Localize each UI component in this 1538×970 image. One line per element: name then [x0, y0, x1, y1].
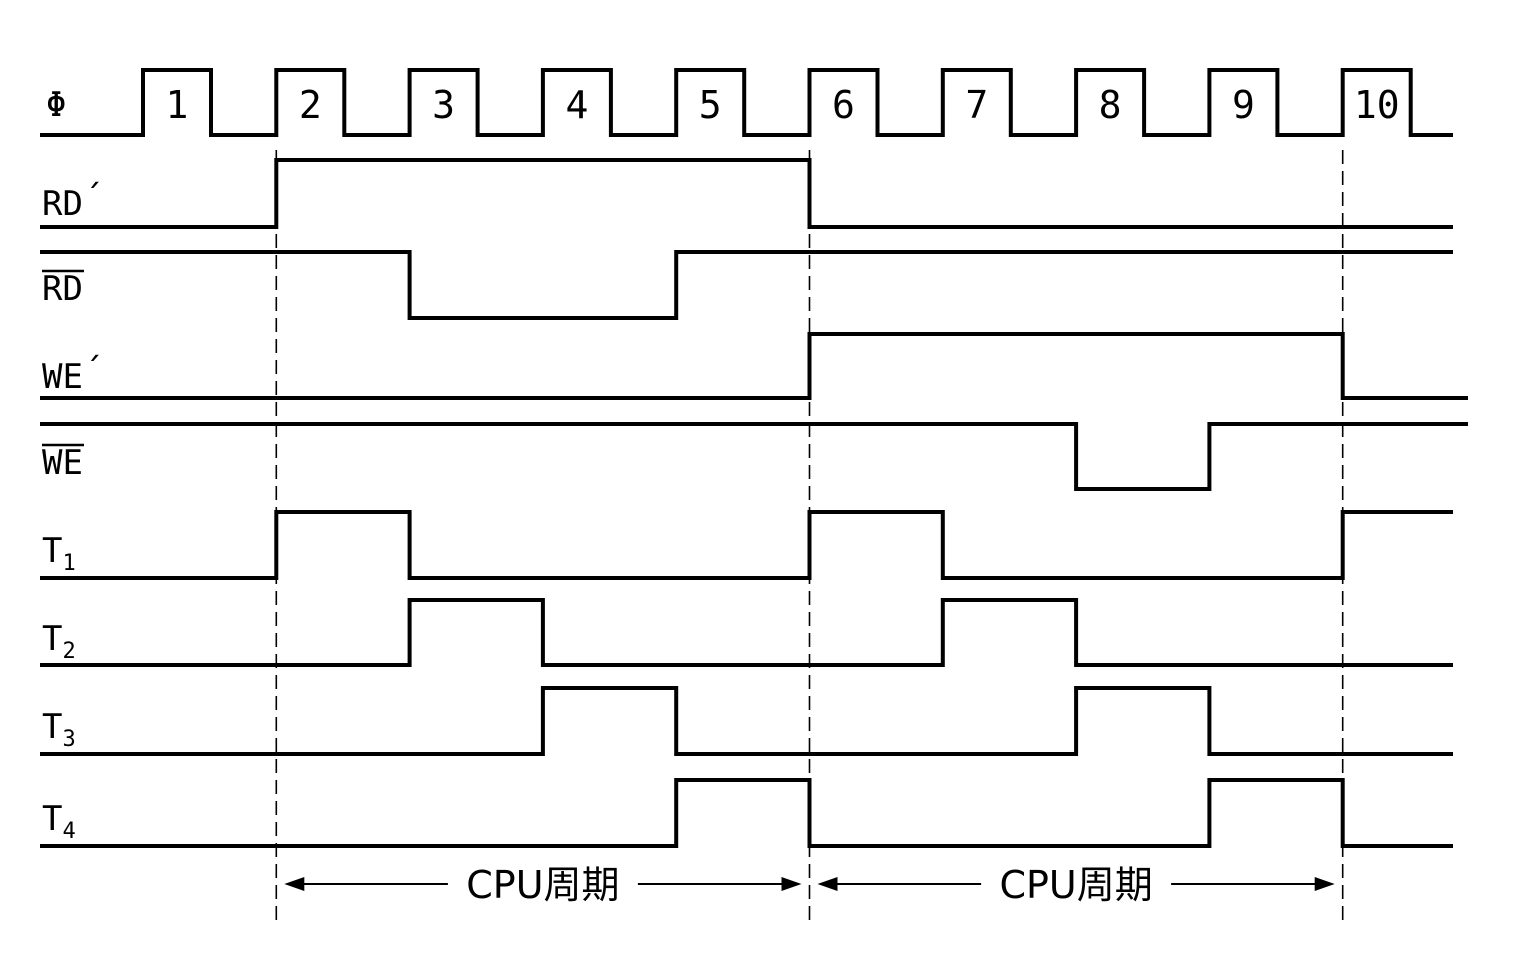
- signal-label-t2: T2: [42, 619, 76, 664]
- signal-label-text: T: [42, 707, 62, 747]
- clock-pulse-number: 6: [832, 83, 855, 127]
- waveform-rd-bar: [40, 250, 1453, 320]
- signal-label-text: RD: [42, 184, 83, 224]
- waveform-t4: [40, 778, 1453, 848]
- cycle-label: CPU周期: [999, 863, 1152, 907]
- signal-label-subscript: 4: [62, 819, 75, 844]
- signal-label-text: T: [42, 799, 62, 839]
- waveform-we-prime: [40, 332, 1468, 400]
- cycle-label: CPU周期: [466, 863, 619, 907]
- signal-label-t1: T1: [42, 531, 76, 576]
- signal-label-prime: ´: [83, 178, 103, 218]
- waveform-t1: [40, 510, 1453, 580]
- arrow-right-icon: [781, 877, 802, 891]
- signal-label-we-bar: WE: [42, 443, 83, 483]
- signal-label-text: WE: [42, 443, 83, 483]
- signal-label-text: T: [42, 619, 62, 659]
- signal-label-subscript: 2: [62, 639, 75, 664]
- waveform-t2: [40, 598, 1453, 667]
- signal-rd-prime: RD´: [40, 158, 1453, 229]
- arrow-right-icon: [1314, 877, 1335, 891]
- signal-label-rd-prime: RD´: [42, 178, 103, 224]
- clock-label: Φ: [46, 85, 66, 125]
- signal-rd-bar: RD: [40, 250, 1453, 320]
- signal-t2: T2: [40, 598, 1453, 667]
- signal-label-t4: T4: [42, 799, 76, 844]
- signal-label-subscript: 3: [62, 727, 75, 752]
- clock-pulse-number: 2: [299, 83, 322, 127]
- signal-label-t3: T3: [42, 707, 76, 752]
- clock-pulse-number: 3: [432, 83, 455, 127]
- arrow-left-icon: [284, 877, 305, 891]
- arrow-left-icon: [817, 877, 838, 891]
- waveform-we-bar: [40, 422, 1468, 491]
- clock-pulse-number: 10: [1354, 83, 1400, 127]
- signal-t3: T3: [40, 686, 1453, 756]
- clock-signal: Φ 1 2 3 4 5 6 7 8 9 10: [40, 68, 1453, 137]
- signal-label-prime: ´: [83, 351, 103, 391]
- signal-we-bar: WE: [40, 422, 1468, 491]
- clock-pulse-number: 4: [565, 83, 588, 127]
- signal-label-text: WE: [42, 357, 83, 397]
- signal-label-we-prime: WE´: [42, 351, 103, 397]
- signal-t1: T1: [40, 510, 1453, 580]
- clock-pulse-number: 9: [1232, 83, 1255, 127]
- clock-pulse-number: 8: [1099, 83, 1122, 127]
- signal-label-text: T: [42, 531, 62, 571]
- signal-label-subscript: 1: [62, 551, 75, 576]
- signal-we-prime: WE´: [40, 332, 1468, 400]
- cpu-cycle-marker: CPU周期: [817, 863, 1335, 907]
- cpu-cycle-markers: CPU周期 CPU周期: [284, 863, 1335, 907]
- clock-pulse-number: 1: [166, 83, 189, 127]
- clock-pulse-number: 5: [699, 83, 722, 127]
- signal-label-rd-bar: RD: [42, 269, 83, 309]
- signal-label-text: RD: [42, 269, 83, 309]
- signal-t4: T4: [40, 778, 1453, 848]
- clock-pulse-number: 7: [965, 83, 988, 127]
- waveform-rd-prime: [40, 158, 1453, 229]
- cpu-cycle-marker: CPU周期: [284, 863, 802, 907]
- clock-waveform: [40, 68, 1453, 137]
- waveform-t3: [40, 686, 1453, 756]
